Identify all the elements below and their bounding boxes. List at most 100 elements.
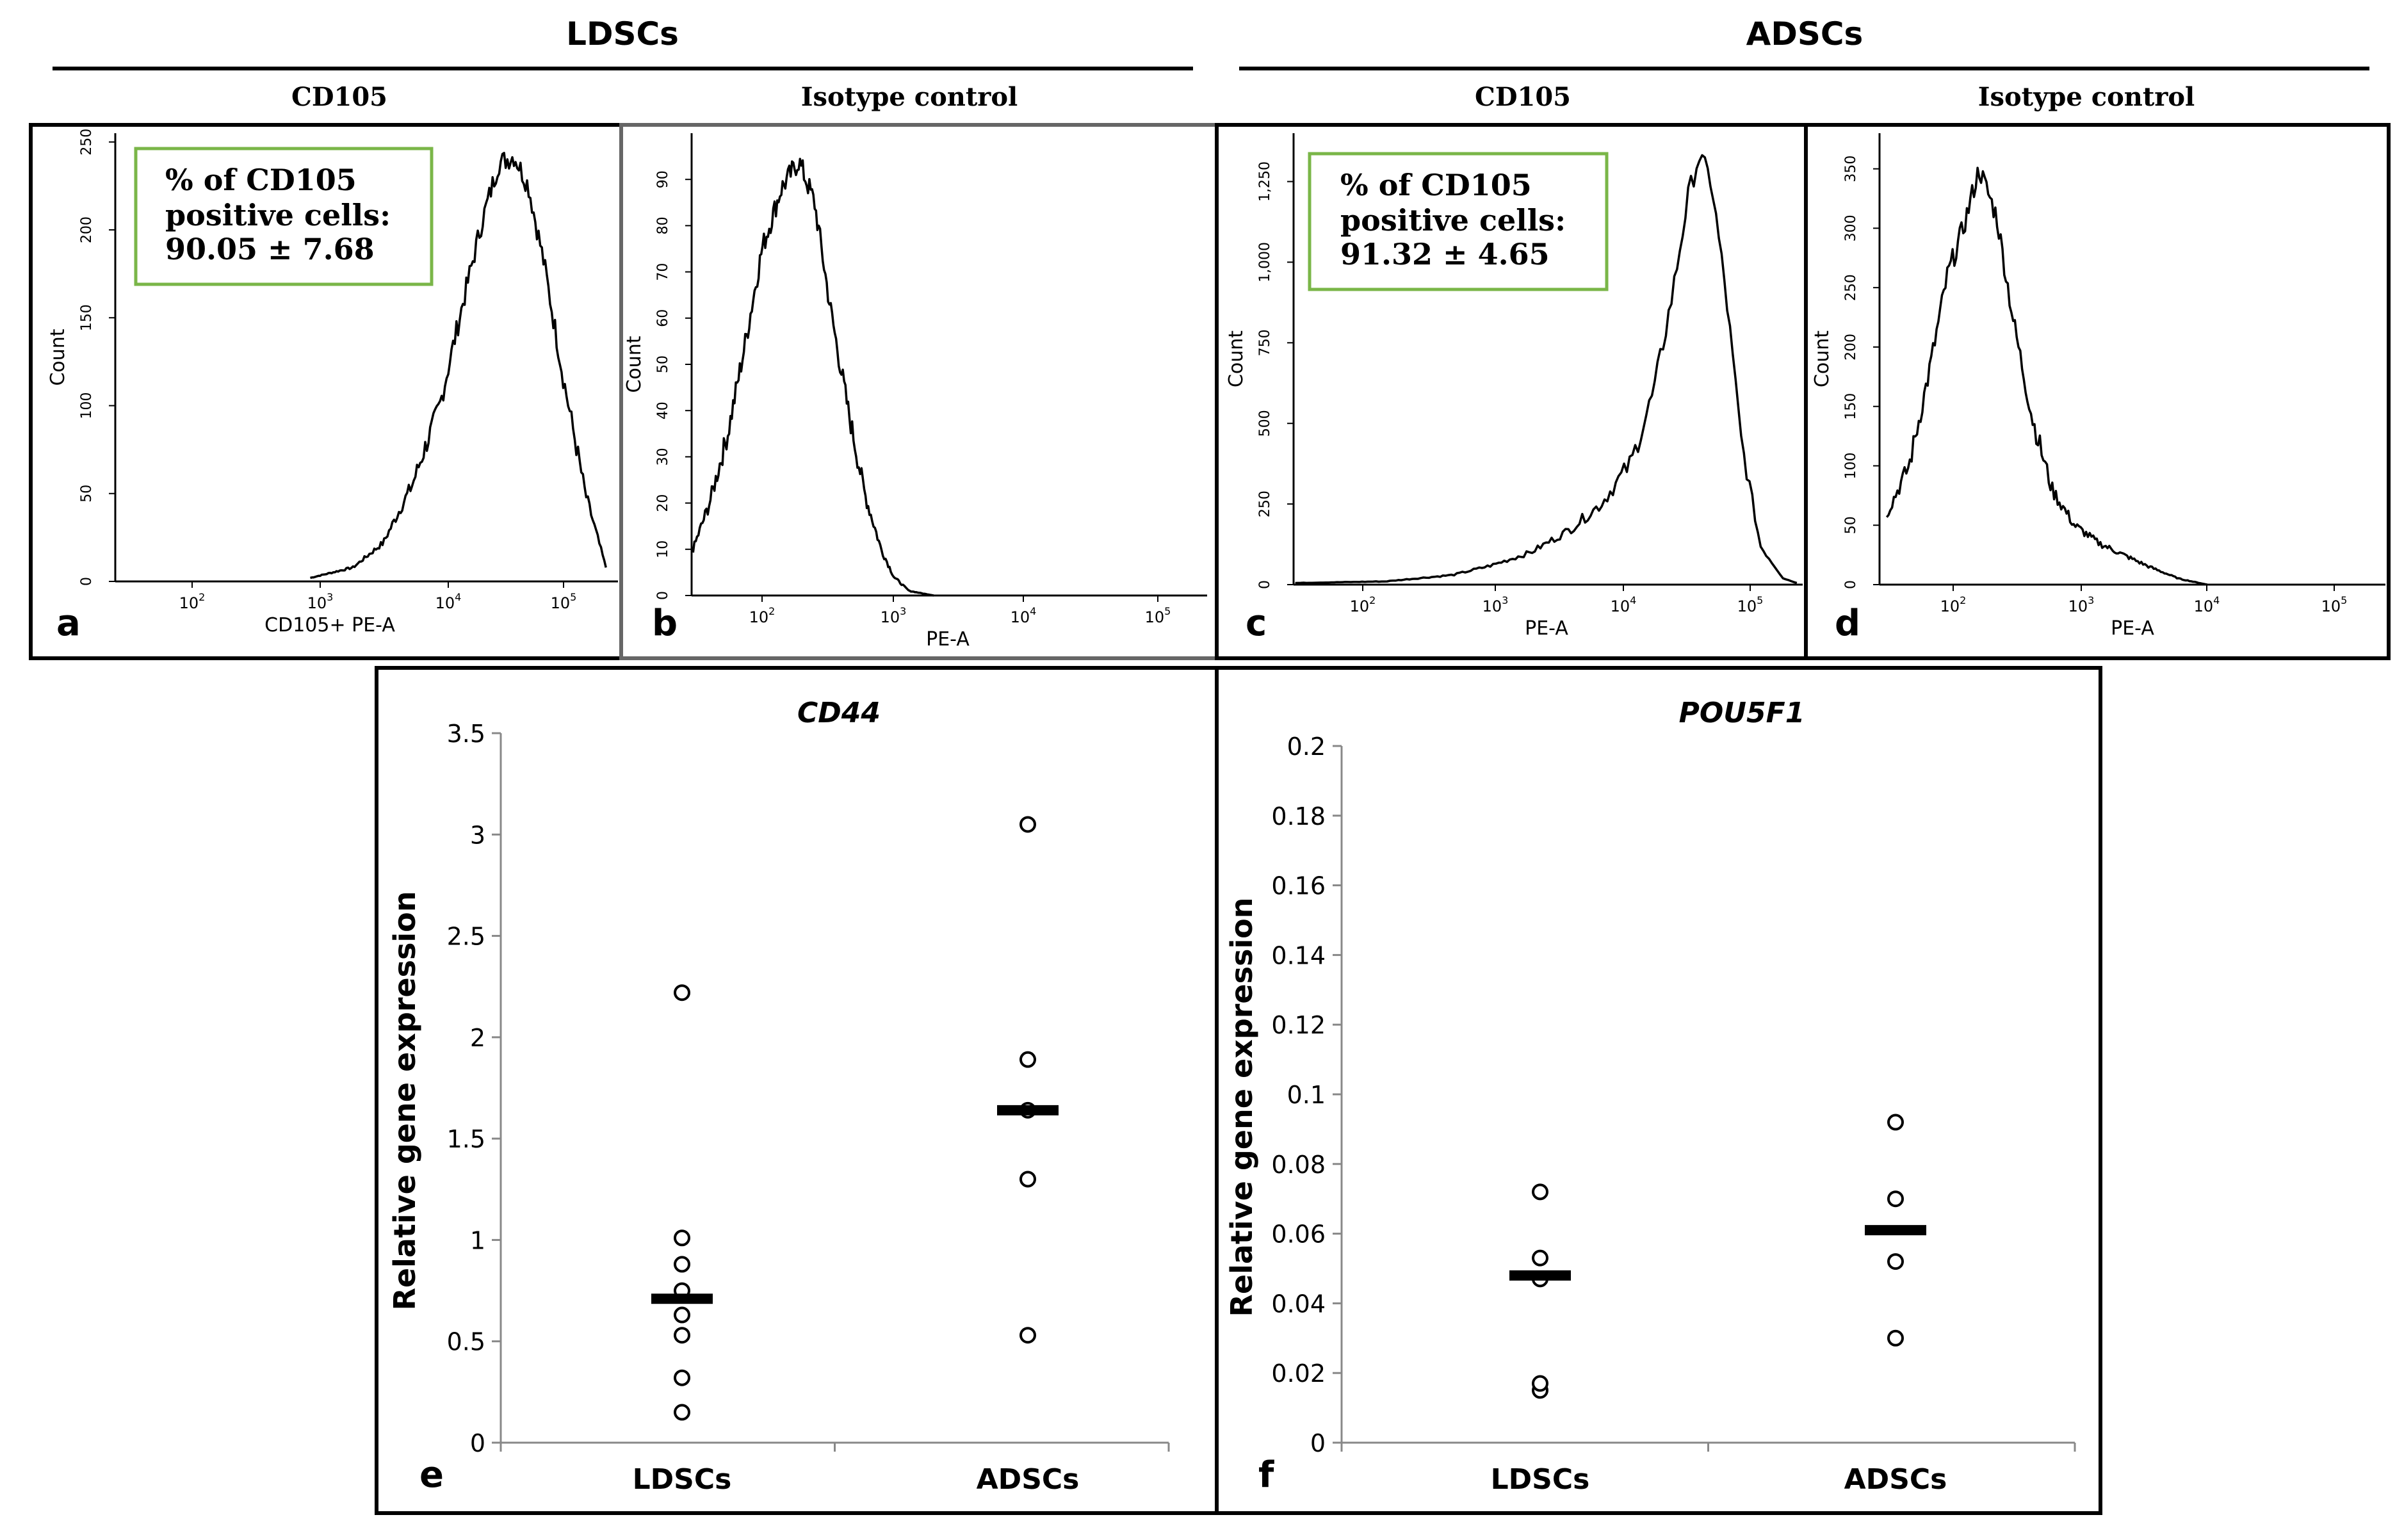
x-tick-label-c: 102 [1350,594,1376,615]
y-tick-label-d: 200 [1843,334,1859,361]
histogram-d: 0 50 100 150 200 250 300 350 102 103 104 105 PE-A Cou… [1811,133,2385,640]
y-tick-label-e: 1 [470,1226,485,1254]
y-tick-label-b: 0 [655,591,671,600]
y-tick-label-a: 200 [79,216,95,243]
callout-c-line2: positive cells: [1340,203,1566,238]
data-point-e [674,1404,690,1421]
dotplot-f: POU5F1 0 0.02 0.04 0.06 0.08 0.1 0.12 0.14 0.16 0.… [1224,697,2076,1496]
y-tick-label-c: 750 [1257,329,1273,356]
data-point-e [1019,816,1036,833]
y-tick-label-d: 0 [1843,580,1859,589]
x-axis-label-b: PE-A [926,628,970,651]
x-tick-label-c: 105 [1737,594,1764,615]
y-tick-label-b: 60 [655,309,671,327]
category-label-f: ADSCs [1844,1463,1947,1496]
x-tick-label-c: 104 [1611,594,1637,615]
panel-a-title: CD105 [291,82,387,112]
category-label-e: LDSCs [633,1463,732,1496]
category-label-e: ADSCs [977,1463,1080,1496]
y-tick-label-b: 30 [655,448,671,466]
x-tick-label-d: 102 [1940,594,1967,615]
y-tick-label-a: 50 [79,485,95,503]
y-tick-label-a: 100 [79,392,95,419]
data-point-e [674,1306,690,1324]
y-tick-label-c: 1,250 [1257,161,1273,202]
callout-a-line2: positive cells: [165,198,391,232]
data-point-e [674,1256,690,1273]
callout-c-line1: % of CD105 [1340,168,1532,202]
y-tick-label-b: 20 [655,494,671,512]
panel-b-letter: b [652,603,678,644]
x-tick-label-a: 103 [307,591,334,612]
y-tick-label-b: 50 [655,355,671,373]
x-tick-label-d: 105 [2321,594,2348,615]
panel-c-letter: c [1246,603,1267,644]
panel-c-title: CD105 [1475,82,1571,112]
y-tick-label-f: 0.2 [1287,733,1326,761]
chart-title-f: POU5F1 [1679,697,1805,729]
x-tick-label-b: 103 [881,605,907,626]
callout-a-line1: % of CD105 [165,163,357,197]
y-axis-label-c: Count [1225,330,1247,387]
chart-title-e: CD44 [797,697,881,729]
histogram-line-b [692,158,934,597]
group-header-ldscs: LDSCs [566,15,679,53]
callout-a-line3: 90.05 ± 7.68 [165,232,375,266]
y-axis-label-b: Count [623,336,646,393]
panel-e-letter: e [419,1454,444,1496]
y-tick-label-c: 250 [1257,490,1273,517]
y-tick-label-d: 150 [1843,393,1859,420]
callout-c-line3: 91.32 ± 4.65 [1340,237,1550,272]
data-point-e [674,984,690,1001]
x-axis-label-c: PE-A [1525,617,1568,640]
x-tick-label-d: 104 [2194,594,2220,615]
histogram-b: 0 10 20 30 40 50 60 70 80 90 102 103 104 105 PE-A Count [623,133,1207,651]
y-tick-label-e: 3 [470,821,485,849]
y-tick-label-e: 0.5 [447,1328,485,1356]
y-tick-label-e: 1.5 [447,1125,485,1153]
y-tick-label-d: 50 [1843,516,1859,534]
histogram-line-c [1295,154,1798,585]
panel-e-frame [375,666,1219,1515]
panel-b-frame [619,123,1219,660]
data-point-f [1887,1114,1904,1131]
y-tick-label-b: 40 [655,401,671,419]
y-tick-label-e: 2 [470,1024,485,1052]
panel-f-frame [1215,666,2102,1515]
y-tick-label-d: 350 [1843,156,1859,182]
y-tick-label-f: 0.04 [1271,1290,1326,1318]
callout-a: % of CD105 positive cells: 90.05 ± 7.68 [134,147,434,286]
data-point-f [1532,1249,1548,1267]
y-tick-label-f: 0.1 [1287,1081,1326,1109]
x-tick-label-a: 102 [179,591,206,612]
y-tick-label-f: 0.16 [1271,872,1326,900]
x-axis-label-d: PE-A [2111,617,2154,640]
data-point-f [1887,1253,1904,1270]
data-point-f [1887,1329,1904,1347]
y-tick-label-d: 250 [1843,274,1859,301]
group-header-adscs: ADSCs [1746,15,1864,53]
y-tick-label-f: 0.08 [1271,1151,1326,1179]
y-tick-label-f: 0.02 [1271,1359,1326,1388]
data-point-e [674,1229,690,1247]
data-point-f [1532,1183,1548,1201]
y-tick-label-c: 0 [1257,580,1273,589]
y-tick-label-b: 80 [655,216,671,234]
callout-c: % of CD105 positive cells: 91.32 ± 4.65 [1308,152,1609,291]
panel-b-title: Isotype control [801,82,1018,112]
y-tick-label-e: 3.5 [447,720,485,748]
data-point-f [1532,1375,1548,1392]
y-axis-label-a: Count [47,328,69,385]
histogram-line-d [1885,166,2208,586]
y-tick-label-e: 0 [470,1429,485,1457]
x-tick-label-d: 103 [2068,594,2095,615]
x-tick-label-a: 105 [551,591,577,612]
y-axis-label-e: Relative gene expression [387,891,422,1310]
x-tick-label-c: 103 [1482,594,1509,615]
y-axis-label-f: Relative gene expression [1224,897,1259,1317]
y-tick-label-f: 0.14 [1271,941,1326,969]
histogram-c: 0 250 500 750 1,000 1,250 102 103 104 105 PE-A Coun… [1225,133,1803,640]
x-tick-label-b: 104 [1011,605,1037,626]
histogram-line-a [310,152,607,580]
